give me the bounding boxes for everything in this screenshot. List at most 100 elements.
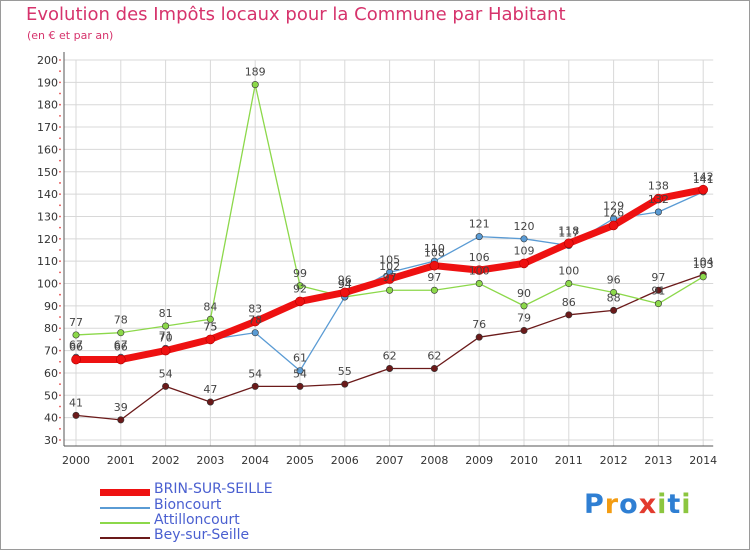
y-axis-tick-dot — [59, 349, 61, 352]
data-label-bioncourt: 110 — [424, 242, 445, 255]
chart-subtitle: (en € et par an) — [27, 29, 114, 42]
series-points — [71, 81, 709, 424]
data-label-brin: 102 — [379, 260, 400, 273]
data-label-brin: 142 — [693, 171, 714, 184]
logo-letter: i — [657, 489, 668, 520]
x-tick-label: 2004 — [241, 454, 269, 467]
y-tick-label: 50 — [44, 389, 58, 402]
data-label-attilloncourt: 99 — [293, 267, 307, 280]
y-tick-label: 30 — [44, 434, 58, 447]
y-tick-label: 90 — [44, 300, 58, 313]
y-tick-label: 180 — [37, 99, 58, 112]
data-point-bey — [565, 311, 573, 319]
logo-letter: r — [604, 489, 620, 520]
data-label-bioncourt: 132 — [648, 193, 669, 206]
data-point-attilloncourt — [117, 329, 125, 337]
data-label-bey: 54 — [248, 367, 262, 380]
y-axis-tick-dot — [59, 427, 61, 430]
data-label-bioncourt: 117 — [558, 227, 579, 240]
data-label-bioncourt: 105 — [379, 253, 400, 266]
y-tick-label: 160 — [37, 143, 58, 156]
y-axis-tick-dot — [59, 81, 61, 84]
y-axis-tick-dot — [59, 70, 61, 73]
grid-lines — [64, 59, 714, 446]
y-axis-tick-dot — [59, 237, 61, 240]
data-label-attilloncourt: 94 — [338, 278, 352, 291]
x-tick-label: 2006 — [331, 454, 359, 467]
data-point-attilloncourt — [251, 81, 259, 89]
y-tick-label: 100 — [37, 278, 58, 291]
data-label-bey: 62 — [383, 349, 397, 362]
y-axis-tick-dot — [59, 293, 61, 296]
data-label-attilloncourt: 90 — [517, 287, 531, 300]
proxiti-logo: Proxiti — [584, 489, 692, 520]
data-label-brin: 70 — [159, 332, 173, 345]
x-tick-label: 2005 — [286, 454, 314, 467]
y-tick-label: 110 — [37, 255, 58, 268]
legend-swatch-bey — [100, 537, 150, 539]
legend-swatch-bioncourt — [100, 507, 150, 509]
y-axis-tick-dot — [59, 405, 61, 408]
data-label-attilloncourt: 96 — [607, 273, 621, 286]
data-point-bey — [296, 382, 304, 390]
data-label-bey: 54 — [293, 367, 307, 380]
data-label-attilloncourt: 77 — [69, 316, 83, 329]
data-point-attilloncourt — [296, 282, 304, 290]
data-point-attilloncourt — [610, 288, 618, 296]
y-tick-label: 150 — [37, 166, 58, 179]
data-point-attilloncourt — [162, 322, 170, 330]
logo-letter: o — [619, 489, 639, 520]
data-label-attilloncourt: 103 — [693, 258, 714, 271]
y-axis-tick-dot — [59, 215, 61, 218]
y-axis-tick-dot — [59, 148, 61, 151]
logo-letter: i — [681, 489, 692, 520]
data-label-bioncourt: 78 — [248, 314, 262, 327]
data-label-attilloncourt: 97 — [383, 271, 397, 284]
data-label-brin: 96 — [338, 273, 352, 286]
data-point-bey — [251, 382, 259, 390]
y-axis-tick-dot — [59, 103, 61, 106]
data-label-bioncourt: 94 — [338, 278, 352, 291]
data-point-attilloncourt — [699, 273, 707, 281]
data-point-bey — [430, 364, 438, 372]
data-label-attilloncourt: 97 — [427, 271, 441, 284]
data-label-bioncourt: 129 — [603, 200, 624, 213]
x-tick-label: 2013 — [644, 454, 672, 467]
data-label-bioncourt: 75 — [203, 320, 217, 333]
data-label-bey: 86 — [562, 296, 576, 309]
y-axis-tick-dot — [59, 92, 61, 95]
data-label-brin: 83 — [248, 303, 262, 316]
y-axis-tick-dot — [59, 126, 61, 128]
data-label-brin: 75 — [203, 320, 217, 333]
y-axis-tick-dot — [59, 304, 61, 307]
data-label-brin: 106 — [469, 251, 490, 264]
data-point-bey — [386, 364, 394, 372]
data-label-bioncourt: 71 — [159, 329, 173, 342]
data-point-bey — [475, 333, 483, 341]
data-label-attilloncourt: 100 — [558, 265, 579, 278]
x-tick-label: 2001 — [107, 454, 135, 467]
data-label-bey: 104 — [693, 256, 714, 269]
data-point-bioncourt — [296, 367, 304, 375]
line-chart: 30 40 50 60 70 80 90 100 110 120 130 140 150 160 170 18… — [37, 52, 717, 467]
x-tick-labels: 2000 2001 2002 2003 2004 2005 2006 2007 2008 2009… — [62, 454, 717, 467]
data-point-attilloncourt — [72, 331, 80, 339]
data-label-bey: 97 — [651, 271, 665, 284]
data-point-bey — [520, 326, 528, 334]
data-label-bioncourt: 121 — [469, 218, 490, 231]
data-point-brin — [295, 296, 305, 307]
y-tick-label: 80 — [44, 322, 58, 335]
x-tick-label: 2008 — [420, 454, 448, 467]
data-label-bey: 54 — [159, 367, 173, 380]
data-point-bey — [72, 411, 80, 419]
x-tick-label: 2012 — [600, 454, 628, 467]
data-label-bey: 55 — [338, 365, 352, 378]
y-axis-tick-dot — [59, 182, 61, 184]
data-label-brin: 109 — [514, 244, 535, 257]
data-label-bioncourt: 67 — [69, 338, 83, 351]
data-point-attilloncourt — [206, 315, 214, 323]
y-axis-tick-dot — [59, 170, 61, 173]
y-axis-tick-dot — [59, 260, 61, 263]
data-label-bey: 62 — [427, 349, 441, 362]
data-point-bioncourt — [251, 329, 259, 337]
